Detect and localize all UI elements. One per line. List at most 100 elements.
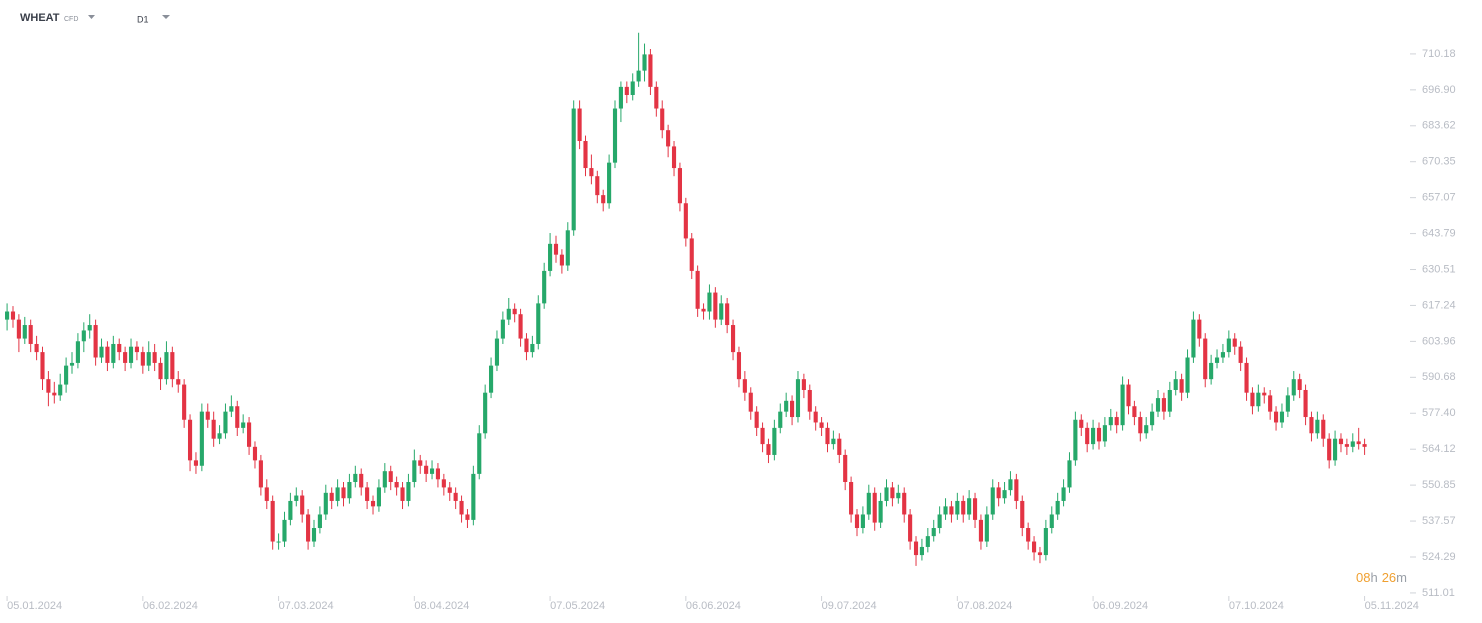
candle-body: [1268, 395, 1273, 412]
candle-body: [931, 528, 936, 537]
candle-body: [412, 460, 417, 483]
candle-body: [683, 203, 688, 239]
candle-body: [919, 546, 924, 556]
candle-body: [441, 479, 446, 488]
candle-body: [400, 487, 405, 501]
candle-body: [22, 325, 27, 339]
candle-body: [955, 500, 960, 515]
candle-body: [353, 473, 358, 483]
y-tick-label: 577.40: [1422, 407, 1456, 419]
candle-body: [890, 487, 895, 499]
candle-body: [1344, 444, 1349, 447]
candle-body: [990, 487, 995, 515]
candle-body: [1309, 417, 1314, 434]
candle-body: [795, 379, 801, 418]
candle-body: [1002, 490, 1007, 499]
candle-body: [701, 308, 706, 312]
candle-body: [1350, 441, 1355, 447]
candle-body: [1043, 528, 1048, 556]
y-tick-label: 710.18: [1422, 48, 1456, 60]
candle-body: [612, 108, 618, 163]
candle-body: [689, 238, 694, 271]
candle-body: [140, 352, 145, 366]
y-tick-label: 617.24: [1422, 299, 1456, 311]
candle-body: [182, 384, 187, 420]
y-tick-label: 550.85: [1422, 479, 1456, 491]
candle-body: [424, 465, 429, 474]
candle-body: [1362, 444, 1367, 447]
timeframe[interactable]: D1: [137, 14, 149, 24]
candle-body: [1055, 500, 1060, 515]
candle-body: [671, 146, 677, 169]
candle-body: [524, 338, 529, 353]
candle-body: [1085, 427, 1090, 445]
x-tick-label: 07.10.2024: [1229, 600, 1284, 612]
candle-body: [937, 514, 942, 529]
candle-body: [16, 319, 21, 339]
candle-body: [1262, 392, 1267, 396]
candle-body: [660, 108, 665, 131]
candle-body: [341, 487, 346, 499]
candle-body: [75, 341, 80, 363]
symbol-dropdown[interactable]: [88, 15, 95, 19]
candle-body: [908, 514, 913, 542]
candle-body: [123, 352, 128, 363]
candle-body: [69, 362, 75, 366]
candle-body: [790, 400, 795, 418]
candle-body: [229, 406, 234, 412]
candle-body: [1250, 392, 1255, 407]
candle-body: [394, 482, 399, 488]
candle-body: [872, 492, 877, 523]
candle-body: [152, 352, 157, 363]
candle-body: [282, 519, 287, 542]
candle-body: [1132, 406, 1137, 418]
candle-body: [772, 427, 777, 455]
candle-body: [205, 411, 210, 420]
candle-body: [323, 492, 328, 515]
candle-body: [1321, 419, 1326, 439]
x-tick-label: 06.09.2024: [1093, 600, 1148, 612]
candle-body: [453, 492, 458, 501]
candle-body: [1108, 417, 1113, 426]
candle-body: [270, 500, 275, 542]
candle-body: [518, 314, 523, 339]
candle-body: [1291, 379, 1296, 396]
countdown: 08h 26m: [1356, 570, 1407, 585]
candle-body: [807, 389, 812, 412]
candle-body: [471, 473, 476, 520]
candle-body: [996, 487, 1001, 499]
candle-body: [52, 392, 57, 396]
candle-body: [465, 514, 470, 520]
y-tick-label: 603.96: [1422, 335, 1456, 347]
y-tick-label: 537.57: [1422, 515, 1456, 527]
candle-body: [1026, 528, 1031, 542]
candle-body: [1315, 419, 1320, 434]
candle-body: [577, 108, 582, 142]
candle-body: [294, 495, 299, 501]
candle-body: [896, 492, 901, 499]
candle-body: [831, 438, 836, 445]
candle-body: [1285, 395, 1290, 412]
candle-body: [64, 365, 69, 385]
candle-body: [435, 468, 441, 480]
candle-body: [1114, 417, 1119, 426]
x-tick-label: 08.04.2024: [414, 600, 469, 612]
candle-body: [913, 541, 919, 556]
candle-body: [99, 346, 104, 358]
timeframe-dropdown[interactable]: [162, 15, 170, 19]
candle-body: [81, 330, 86, 342]
candle-body: [217, 433, 222, 439]
candle-body: [34, 343, 39, 353]
candle-body: [264, 487, 269, 501]
candle-body: [766, 444, 771, 455]
symbol[interactable]: WHEAT: [20, 12, 60, 24]
candle-body: [1338, 438, 1344, 445]
candle-body: [306, 514, 311, 542]
y-tick-label: 670.35: [1422, 156, 1456, 168]
candle-body: [849, 482, 854, 515]
candle-body: [111, 343, 116, 363]
x-tick-label: 07.08.2024: [957, 600, 1012, 612]
candle-body: [825, 427, 830, 445]
candle-body: [164, 352, 169, 380]
